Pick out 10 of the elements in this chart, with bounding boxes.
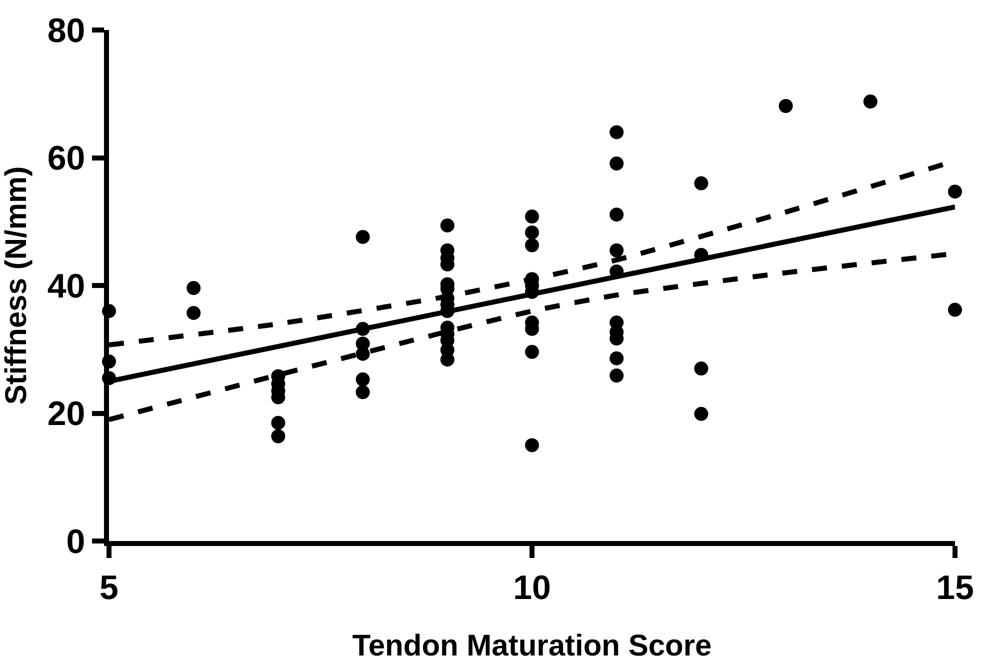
y-tick-label: 80 xyxy=(47,12,86,50)
x-tick-label: 15 xyxy=(936,568,974,607)
y-tick-label: 20 xyxy=(47,395,86,434)
y-tick-label: 0 xyxy=(66,522,86,561)
x-axis-title: Tendon Maturation Score xyxy=(352,629,712,662)
y-axis-title: Stiffness (N/mm) xyxy=(0,166,33,405)
x-tick-label: 5 xyxy=(100,568,118,607)
x-tick-label: 10 xyxy=(513,568,551,607)
y-tick-label: 40 xyxy=(47,267,86,306)
y-tick-label: 60 xyxy=(47,140,86,178)
